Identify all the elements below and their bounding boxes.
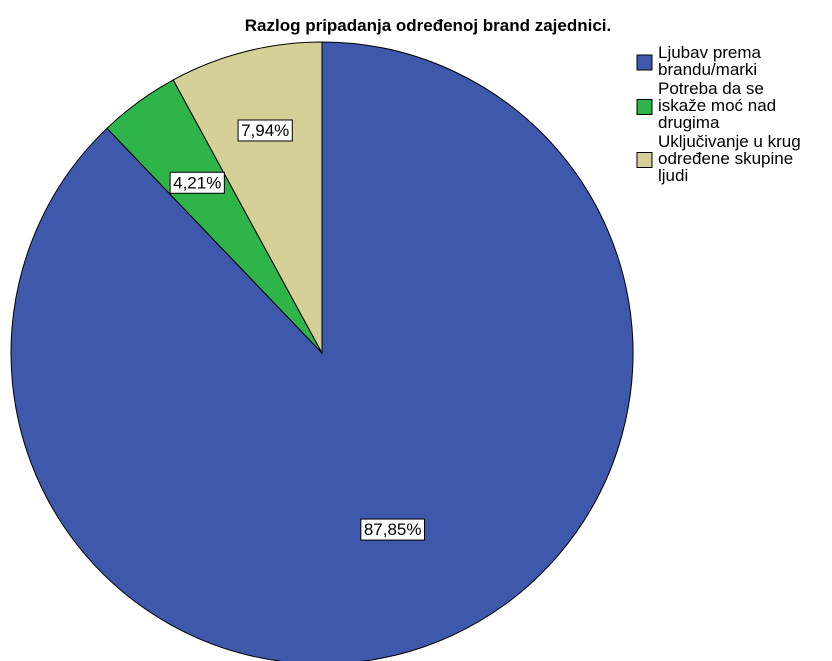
chart-title: Razlog pripadanja određenoj brand zajedn… <box>245 16 612 35</box>
data-label-text-inclusion: 7,94% <box>241 121 289 140</box>
pie-slice-love <box>10 41 634 661</box>
data-label-text-power: 4,21% <box>173 173 221 192</box>
data-label-power: 4,21% <box>169 171 225 194</box>
legend-item-love: Ljubav prema brandu/marki <box>636 43 762 79</box>
legend-item-inclusion: Uključivanje u krug određene skupine ljudi <box>636 132 801 185</box>
data-label-love: 87,85% <box>360 518 426 541</box>
legend-label-love: Ljubav prema brandu/marki <box>658 43 762 79</box>
legend-swatch-love <box>636 54 653 71</box>
legend-item-power: Potreba da se iskaže moć nad drugima <box>636 79 776 132</box>
pie-slices <box>10 41 634 661</box>
data-label-inclusion: 7,94% <box>237 119 293 142</box>
legend-label-power: Potreba da se iskaže moć nad drugima <box>658 79 776 132</box>
data-labels: 87,85% 4,21% 7,94% <box>169 119 426 541</box>
data-label-box-inclusion <box>237 119 293 142</box>
legend-label-inclusion: Uključivanje u krug određene skupine ljudi <box>658 132 801 185</box>
legend-swatch-inclusion <box>636 152 653 168</box>
data-label-text-love: 87,85% <box>364 520 422 539</box>
data-label-box-love <box>360 518 426 541</box>
data-label-box-power <box>169 171 225 194</box>
legend-swatch-power <box>636 99 653 115</box>
